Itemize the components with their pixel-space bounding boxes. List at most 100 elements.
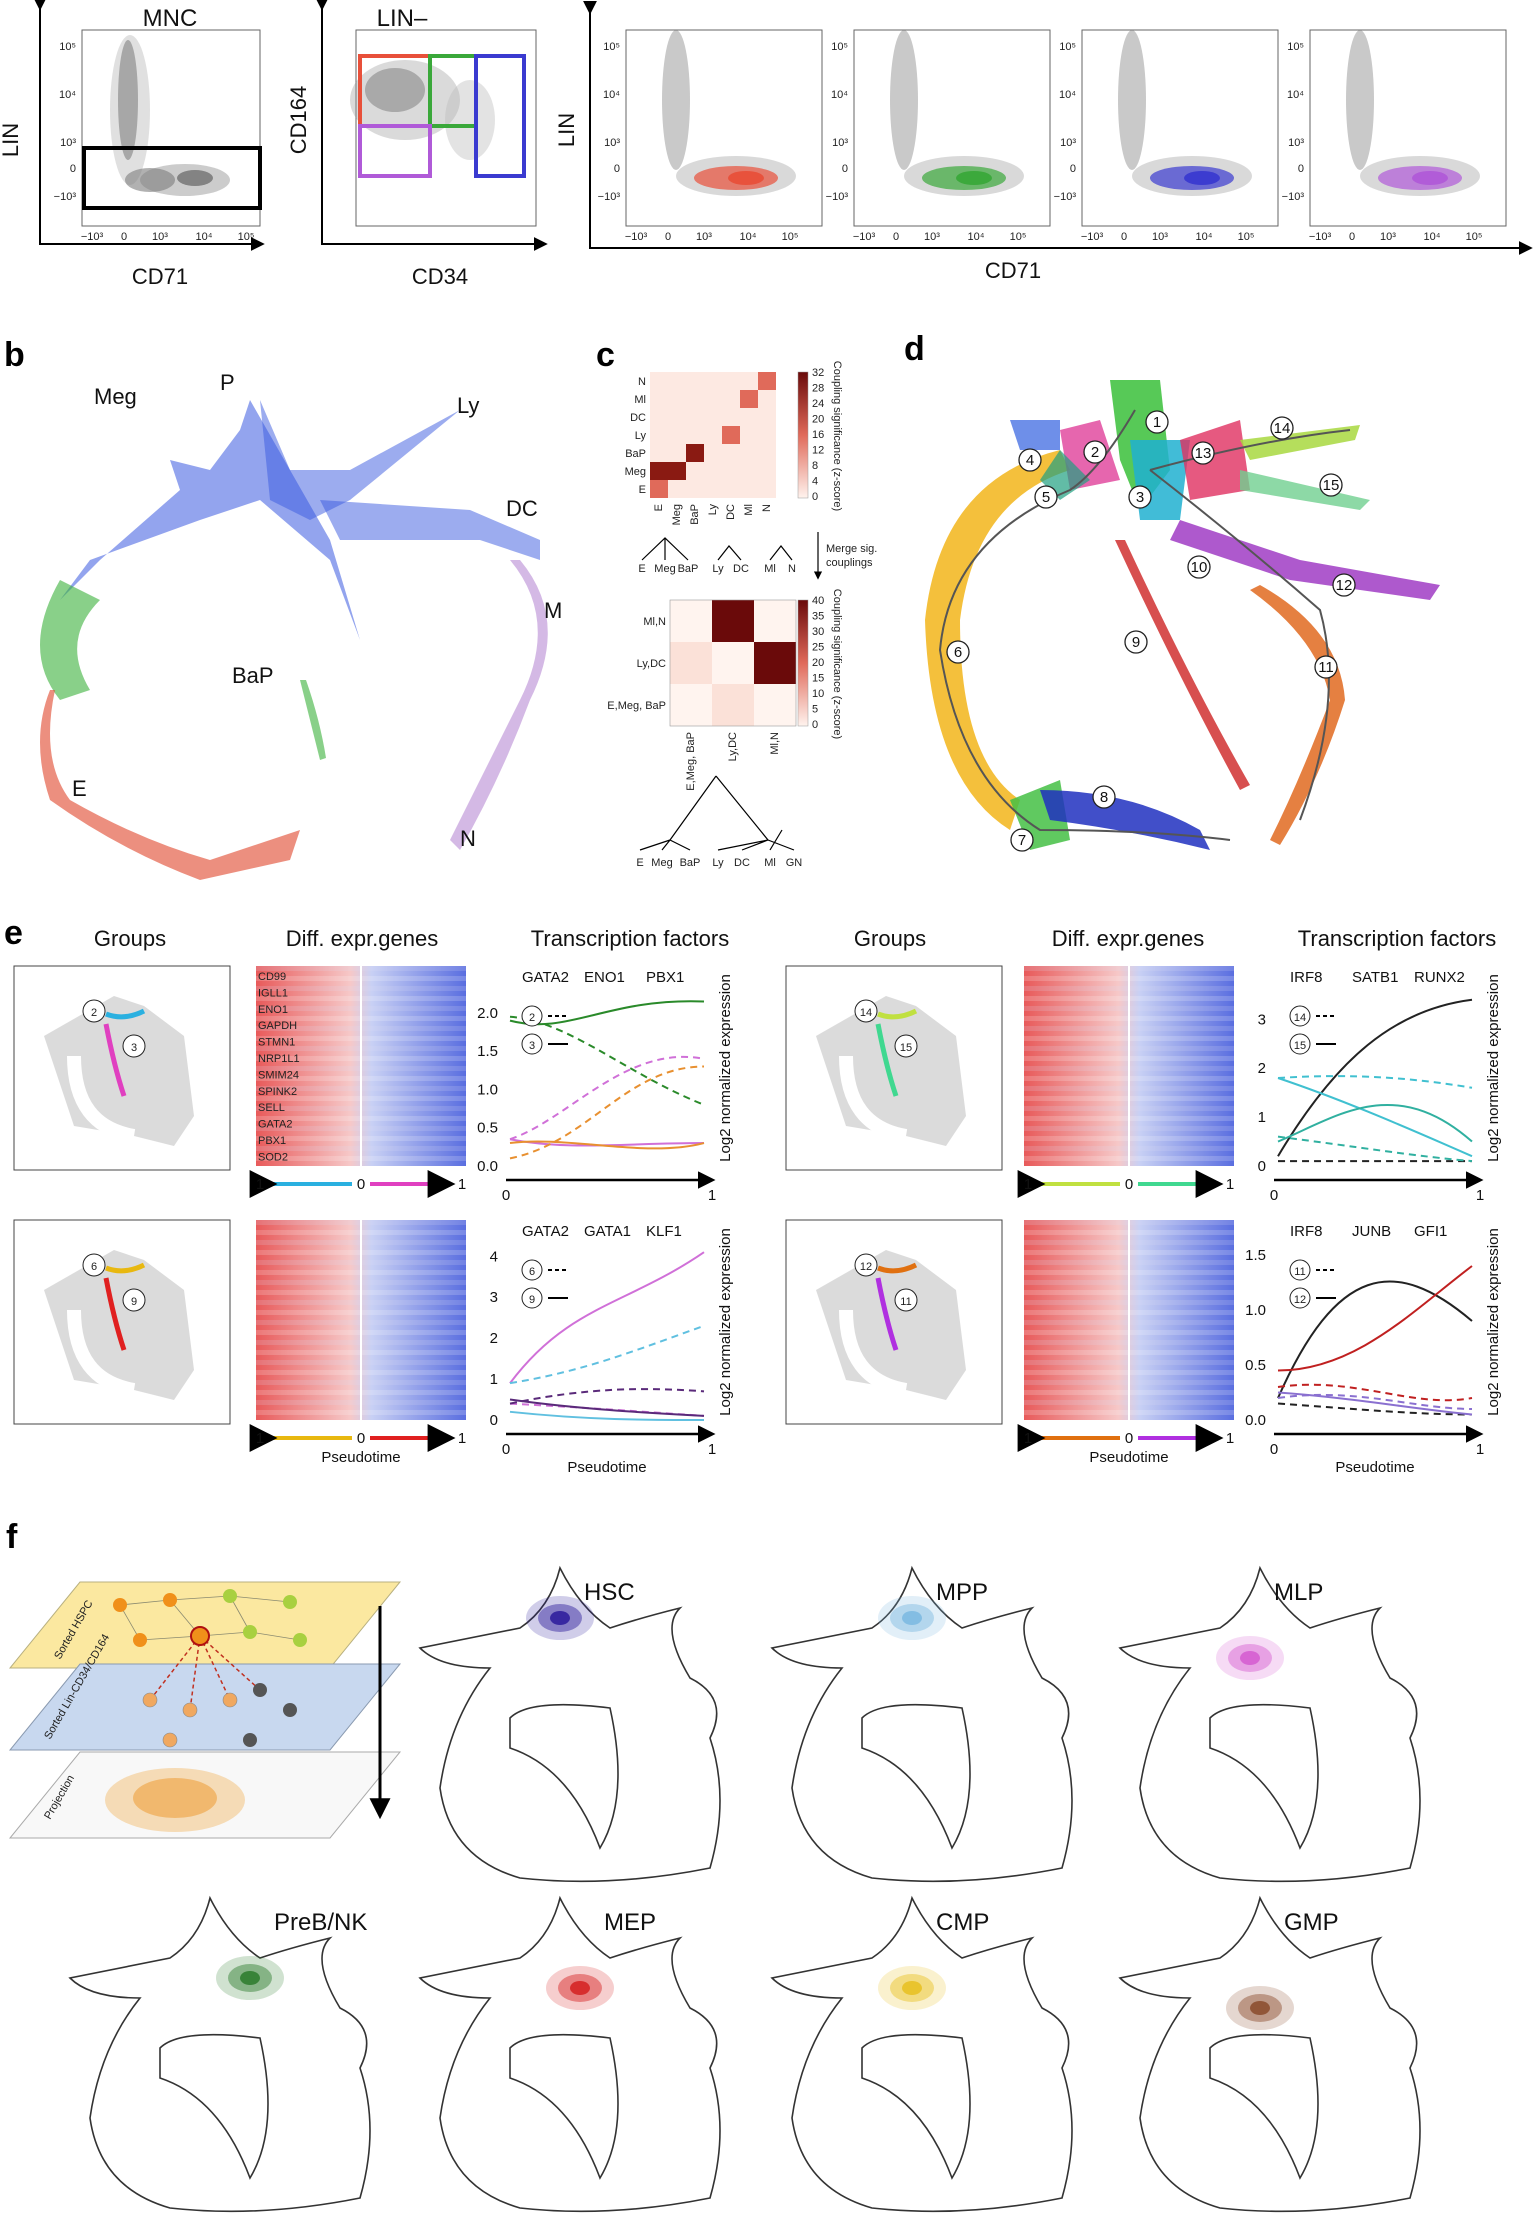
plot1-xticks: −10³ 0 10³ 10⁴ 10⁵ — [81, 231, 255, 243]
density-core — [570, 1981, 590, 1995]
cluster-number: 14 — [1274, 420, 1291, 437]
xtick: 0 — [893, 231, 899, 243]
scale-tick: 10 — [812, 688, 824, 700]
tree-leaf: Ly — [712, 857, 724, 869]
panel-a: MNC LIN CD71 10⁵ 10⁴ 10³ 0 −10³ −10³ — [0, 0, 1533, 289]
coupling-cell — [650, 480, 668, 498]
coupling-cell — [650, 462, 668, 480]
expression-curve — [1277, 1393, 1473, 1410]
x-tick: 0 — [502, 1441, 510, 1458]
panel-e-block-2: 14 15 1 0 1 0 1 Log2 normalized expression 3 2 1 0 I… — [785, 965, 1502, 1204]
y-tick: 0.5 — [477, 1120, 498, 1137]
coupling-cell — [758, 462, 776, 480]
label-m: M — [544, 598, 562, 623]
coupling-cell — [704, 444, 722, 462]
coupling-cell — [668, 426, 686, 444]
ytick: 10⁵ — [1059, 41, 1076, 53]
scale-tick: 8 — [812, 460, 818, 472]
tree-leaf: Meg — [654, 563, 675, 575]
gate-purple — [358, 124, 432, 178]
xtick: 10³ — [696, 231, 712, 243]
gene-legend: PBX1 — [646, 969, 684, 986]
population-label: MLP — [1274, 1579, 1323, 1606]
map-outline — [770, 1565, 1073, 1883]
plot1-frame — [81, 29, 261, 227]
ytick: 10³ — [1288, 137, 1304, 149]
heat-tick: 1 — [1024, 1176, 1032, 1193]
coupling-cell — [758, 390, 776, 408]
svg-text:10³: 10³ — [60, 137, 76, 149]
cluster-blue — [60, 400, 360, 640]
row-label: BaP — [625, 448, 646, 460]
expression-curve — [509, 1410, 705, 1421]
cluster-number: 15 — [1323, 477, 1340, 494]
coupling-cell — [668, 444, 686, 462]
gene-label: SOD2 — [258, 1151, 288, 1163]
row-label: Ml — [634, 394, 646, 406]
scale-title-bottom: Coupling significance (z-score) — [831, 589, 843, 739]
heat-tick: 0 — [357, 1430, 365, 1447]
cluster-14 — [1240, 425, 1360, 460]
tf-expression-plot: 0 1 Pseudotime Log2 normalized expression 1.… — [1245, 1223, 1502, 1476]
tree-leaf: E — [636, 857, 643, 869]
projection-map-4: PreB/NK — [68, 1895, 371, 2213]
expression-curve — [1277, 1383, 1473, 1402]
scale-tick: 32 — [812, 367, 824, 379]
plot1-xlabel: CD71 — [132, 264, 188, 289]
cluster-number: 5 — [1042, 489, 1050, 506]
projection-map-7: GMP — [1118, 1895, 1421, 2213]
expression-curve — [509, 1388, 705, 1405]
map-outline — [770, 1895, 1073, 2213]
y-axis-label: Log2 normalized expression — [1485, 1228, 1502, 1416]
column-title: Diff. expr.genes — [286, 926, 438, 951]
label-bap: BaP — [232, 663, 274, 688]
ytick: 0 — [614, 163, 620, 175]
heat-tick: 1 — [256, 1430, 264, 1447]
y-tick: 1.0 — [477, 1081, 498, 1098]
pseudotime-label: Pseudotime — [1089, 1449, 1168, 1466]
coupling-cell — [650, 408, 668, 426]
col-label: E,Meg, BaP — [685, 732, 697, 791]
column-title: Diff. expr.genes — [1052, 926, 1204, 951]
cluster-number: 8 — [1100, 789, 1108, 806]
expression-curve — [509, 1140, 705, 1150]
coupling-cell — [650, 372, 668, 390]
group-marker: 12 — [860, 1261, 872, 1273]
flow-plot-lin-neg: LIN– CD164 CD34 — [286, 0, 548, 289]
gene-legend: RUNX2 — [1414, 969, 1465, 986]
col-label: E — [653, 504, 665, 511]
ytick: 10⁵ — [1287, 41, 1304, 53]
cluster-label-13: 13 — [1191, 441, 1215, 465]
gated-plot-4: 10⁵ 10⁴ 10³ 0 −10³ −10³ 0 10³ 10⁴ 10⁵ — [1282, 29, 1507, 243]
y-tick: 2 — [1258, 1060, 1266, 1077]
coupling-cell — [650, 444, 668, 462]
x-tick: 0 — [502, 1187, 510, 1204]
column-title: Groups — [94, 926, 166, 951]
cluster-label-2: 2 — [1083, 440, 1107, 464]
scale-tick: 35 — [812, 611, 824, 623]
scale-tick: 16 — [812, 429, 824, 441]
label-p: P — [220, 370, 235, 395]
ytick: 10³ — [1060, 137, 1076, 149]
dashed-legend-marker: 6 — [529, 1266, 535, 1278]
dashed-legend-marker: 14 — [1294, 1012, 1306, 1024]
y-tick: 1.0 — [1245, 1302, 1266, 1319]
group-marker: 3 — [131, 1042, 137, 1054]
coupling-cell — [740, 390, 758, 408]
layer-hspc — [8, 1581, 402, 1669]
coupling-cell — [758, 372, 776, 390]
coupling-cell — [758, 444, 776, 462]
coupling-cell — [668, 462, 686, 480]
merge-text-1: Merge sig. — [826, 543, 877, 555]
gene-label: STMN1 — [258, 1037, 295, 1049]
gene-label: GAPDH — [258, 1020, 297, 1032]
cluster-number: 2 — [1091, 444, 1099, 461]
xtick: 10⁵ — [1238, 231, 1255, 243]
label-dc: DC — [506, 496, 538, 521]
y-tick: 3 — [490, 1289, 498, 1306]
expression-curve — [1277, 1280, 1473, 1399]
xtick: 10⁵ — [782, 231, 799, 243]
heat-tick: 0 — [1125, 1430, 1133, 1447]
cluster-label-4: 4 — [1018, 448, 1042, 472]
